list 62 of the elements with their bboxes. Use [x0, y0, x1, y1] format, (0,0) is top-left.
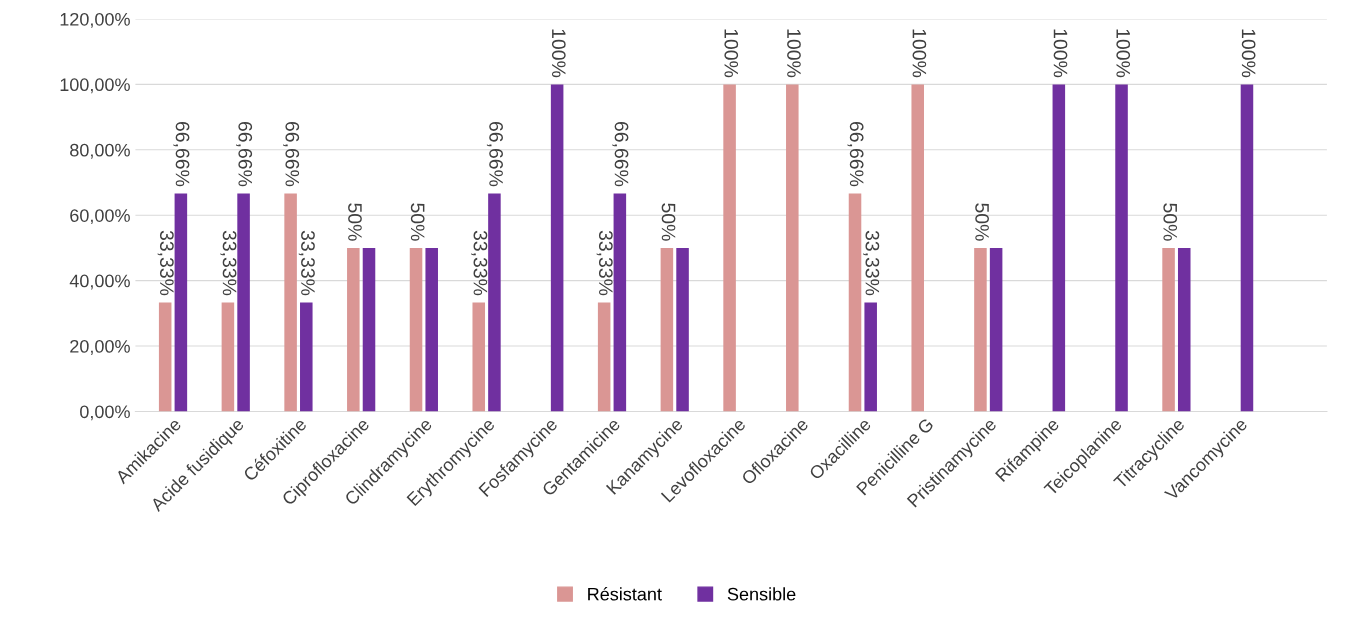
data-label: 66,66% — [847, 121, 864, 187]
data-label: 100% — [1116, 29, 1131, 78]
data-label: 66,66% — [173, 121, 190, 187]
bar — [786, 84, 799, 412]
bar — [472, 302, 486, 412]
data-label: 100% — [551, 29, 566, 78]
bar — [1162, 247, 1175, 412]
bar — [864, 302, 877, 412]
data-label: 33,33% — [863, 230, 880, 296]
legend-label: Résistant — [588, 587, 662, 601]
bar — [409, 247, 423, 412]
bar — [989, 247, 1003, 412]
bar — [676, 247, 689, 412]
bar — [362, 247, 376, 412]
bar — [911, 84, 924, 412]
data-label: 66,66% — [612, 121, 629, 187]
data-label: 33,33% — [157, 230, 174, 296]
data-label: 66,66% — [236, 121, 253, 187]
y-tick-label: 120,00% — [60, 12, 130, 28]
bar — [660, 247, 674, 412]
bar — [284, 193, 297, 412]
bar — [300, 302, 313, 412]
data-label: 66,66% — [486, 121, 503, 187]
legend-label: Sensible — [727, 587, 796, 601]
y-tick-label: 0,00% — [80, 405, 130, 421]
data-label: 100% — [1053, 29, 1068, 78]
data-label: 100% — [724, 29, 739, 78]
y-tick-label: 80,00% — [70, 143, 130, 159]
y-tick-label: 100,00% — [60, 78, 130, 94]
data-label: 33,33% — [220, 230, 237, 296]
data-label: 50% — [410, 203, 425, 241]
y-tick-label: 40,00% — [69, 274, 130, 290]
data-label: 100% — [787, 29, 801, 78]
bar — [848, 193, 862, 412]
bar — [1240, 84, 1254, 412]
data-label: 33,33% — [596, 230, 613, 296]
bar — [974, 247, 987, 412]
bar — [613, 193, 627, 412]
data-label: 50% — [1163, 203, 1178, 241]
bar — [550, 84, 564, 412]
bar — [1177, 247, 1191, 412]
bar — [158, 302, 172, 412]
bar — [597, 302, 611, 412]
data-label: 50% — [661, 203, 676, 241]
data-label: 100% — [1241, 29, 1256, 78]
bar — [1115, 84, 1128, 412]
bar — [723, 84, 736, 412]
data-label: 33,33% — [298, 230, 315, 296]
y-tick-label: 60,00% — [70, 209, 130, 225]
y-tick-label: 20,00% — [70, 339, 130, 355]
bar — [237, 193, 250, 412]
data-label: 33,33% — [471, 230, 488, 296]
data-label: 50% — [975, 203, 989, 241]
bar — [1052, 84, 1066, 412]
bar — [425, 247, 438, 412]
bar — [347, 247, 360, 412]
data-label: 100% — [912, 29, 927, 78]
bar — [174, 193, 188, 412]
bar — [221, 302, 235, 412]
data-label: 50% — [348, 203, 362, 241]
data-label: 66,66% — [283, 121, 300, 187]
bar — [488, 193, 501, 412]
